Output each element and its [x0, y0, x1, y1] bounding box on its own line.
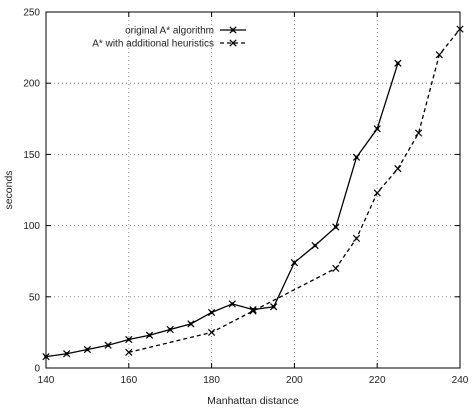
data-point: [125, 335, 133, 344]
data-point: [83, 345, 92, 354]
data-point: [311, 241, 319, 250]
data-point: [249, 307, 257, 315]
legend-marker: [229, 26, 237, 34]
x-tick-label: 220: [369, 375, 386, 386]
series-line: [128, 28, 461, 353]
data-point: [332, 223, 340, 231]
x-axis-title: Manhattan distance: [207, 395, 299, 407]
x-tick-label: 160: [120, 375, 137, 386]
plot-area-frame: [45, 11, 461, 369]
data-point: [63, 350, 71, 358]
legend-label: original A* algorithm: [125, 26, 214, 37]
data-point: [332, 264, 340, 272]
series-group: [42, 25, 464, 361]
data-point: [42, 352, 50, 361]
y-tick-label: 150: [23, 150, 40, 161]
y-tick-label: 100: [23, 221, 40, 232]
x-tick-label: 180: [203, 375, 220, 386]
data-point: [394, 165, 402, 173]
series-line: [45, 63, 399, 358]
data-point: [352, 234, 361, 243]
y-tick-label: 250: [23, 8, 40, 19]
axis-ticks: 140 160 180 200 220 240 0 50 100 150 200 250: [23, 8, 468, 387]
data-point: [104, 341, 112, 349]
legend-marker: [229, 39, 237, 47]
data-point: [456, 25, 464, 33]
x-tick-label: 240: [452, 375, 469, 386]
legend-label: A* with additional heuristics: [92, 39, 214, 50]
series-1: [42, 59, 402, 361]
data-point: [187, 320, 195, 328]
data-point: [207, 328, 216, 337]
data-point: [228, 300, 236, 308]
data-point: [270, 303, 278, 311]
legend: original A* algorithm A* with additional …: [92, 26, 246, 50]
data-point: [394, 59, 402, 67]
y-axis-title: seconds: [3, 170, 15, 209]
data-point: [207, 308, 216, 317]
data-point: [435, 51, 443, 59]
data-point: [373, 125, 381, 133]
y-tick-label: 0: [34, 364, 40, 375]
data-point: [414, 129, 423, 137]
y-tick-label: 200: [23, 79, 40, 90]
x-tick-label: 200: [286, 375, 303, 386]
data-point: [373, 189, 381, 197]
data-point: [166, 325, 174, 334]
data-point: [352, 153, 361, 161]
x-tick-label: 140: [38, 375, 55, 386]
data-point: [145, 331, 154, 339]
data-point: [290, 258, 299, 267]
data-point: [125, 348, 133, 356]
y-tick-label: 50: [29, 292, 41, 303]
series-2: [125, 25, 464, 356]
